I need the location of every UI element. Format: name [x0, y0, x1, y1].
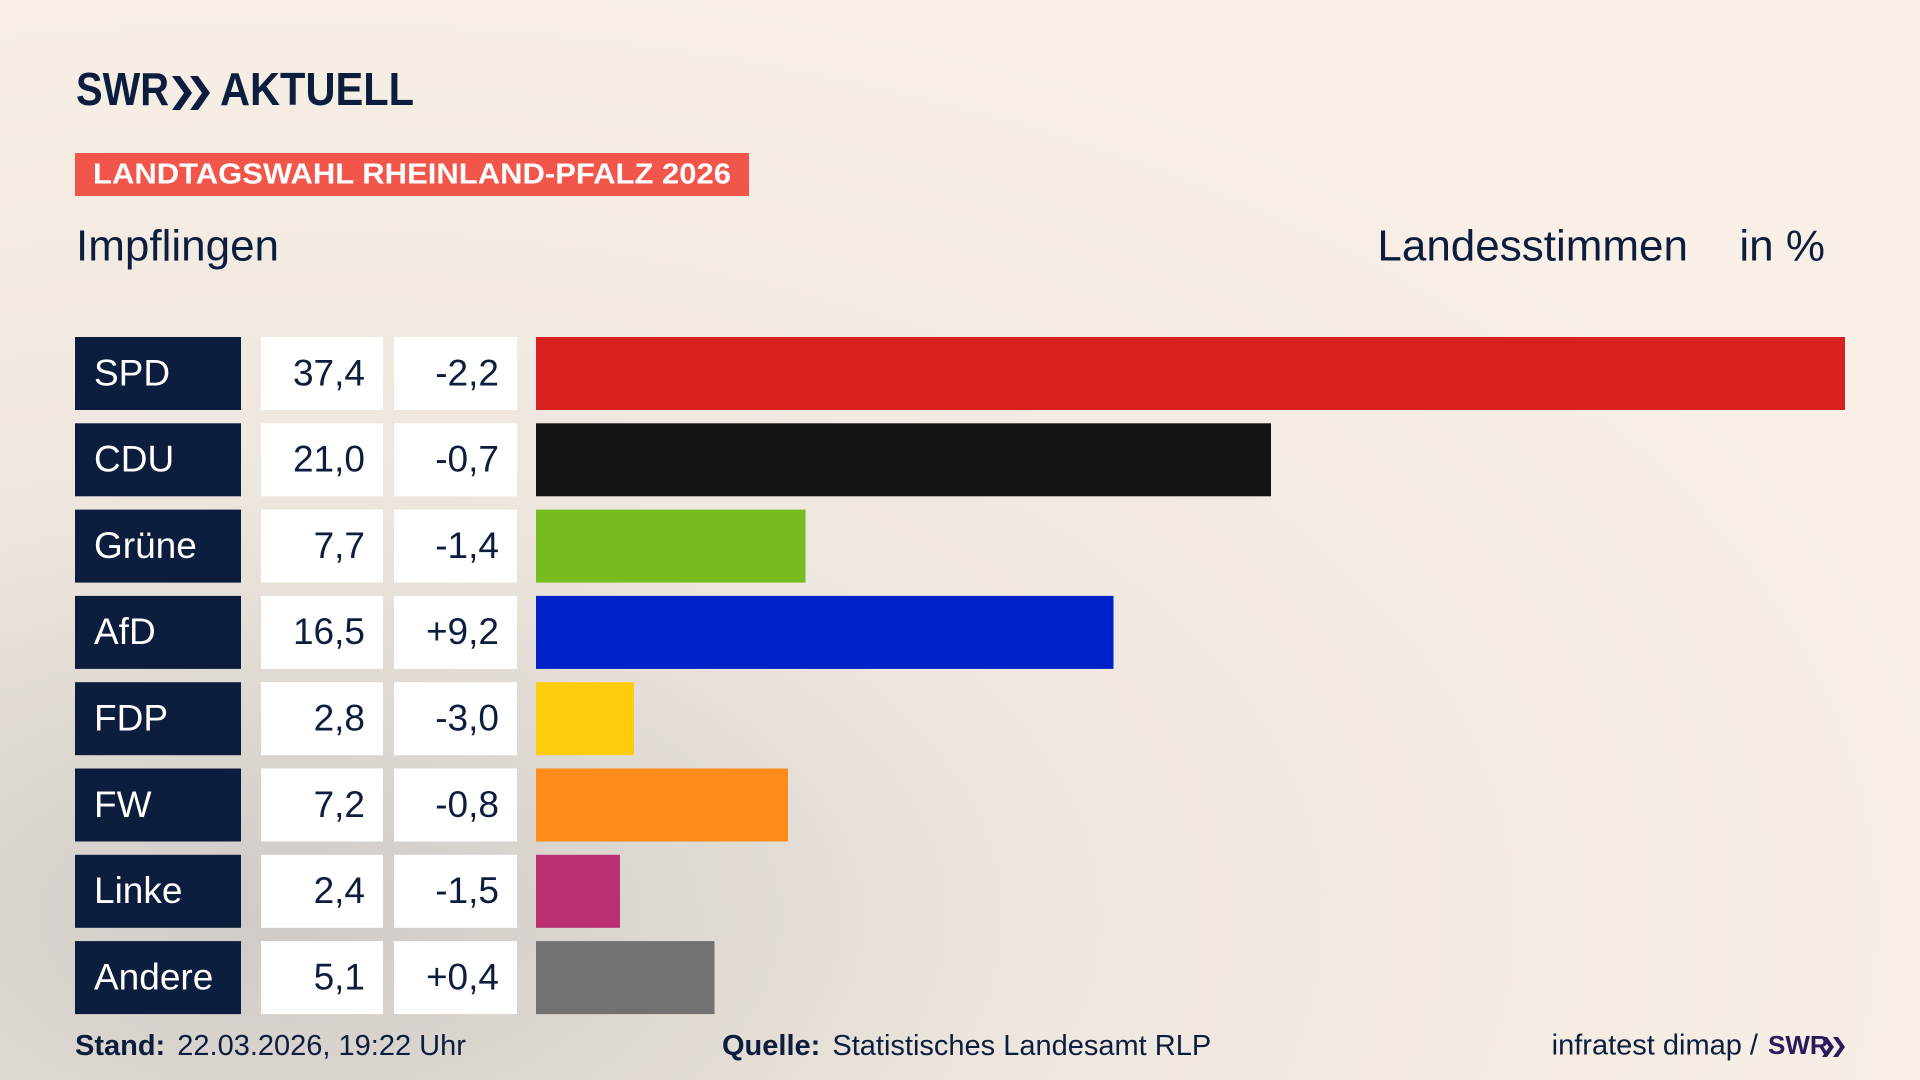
brand: SWR [76, 63, 169, 115]
party-box [75, 337, 241, 410]
party-label: FW [94, 784, 152, 825]
bar [536, 337, 1845, 410]
value-box [261, 768, 383, 842]
brand-sub: AKTUELL [220, 63, 414, 115]
chart-title: Impflingen [76, 222, 279, 271]
party-label: Linke [94, 870, 182, 911]
party-label: Grüne [94, 525, 197, 566]
banner: LANDTAGSWAHL RHEINLAND-PFALZ 2026 [93, 159, 731, 191]
party-label: AfD [94, 611, 156, 652]
bar [536, 682, 634, 756]
rows: SPD 37,4 -2,2 CDU 21,0 -0,7 Grüne 7,7 -1,4 AfD 16,… [75, 337, 1845, 1015]
bar [536, 423, 1271, 497]
party-label: SPD [94, 352, 170, 393]
change-box [394, 854, 517, 928]
bar [536, 854, 620, 928]
footer-source: Quelle: Statistisches Landesamt RLP [722, 1030, 1211, 1062]
change-label: -0,7 [435, 439, 499, 480]
change-box [394, 423, 517, 497]
value-label: 5,1 [314, 956, 365, 997]
stand: 22.03.2026, 19:22 Uhr [177, 1030, 466, 1062]
credit-chevrons [1822, 1037, 1845, 1057]
unit: in % [1739, 222, 1825, 271]
source-label: Quelle: [722, 1030, 820, 1062]
change-box [394, 682, 517, 756]
party-box [75, 854, 241, 928]
brand-chevrons [172, 76, 210, 110]
change-label: -2,2 [435, 352, 499, 393]
value-box [261, 595, 383, 669]
change-box [394, 509, 517, 583]
value-box [261, 941, 383, 1015]
party-label: CDU [94, 439, 174, 480]
bar [536, 509, 806, 583]
change-label: -1,5 [435, 870, 499, 911]
bar [536, 941, 715, 1015]
value-label: 7,2 [314, 784, 365, 825]
change-label: -1,4 [435, 525, 499, 566]
value-box [261, 854, 383, 928]
change-box [394, 337, 517, 410]
value-label: 21,0 [293, 439, 365, 480]
source: Statistisches Landesamt RLP [832, 1030, 1211, 1062]
banner-bg [75, 153, 749, 196]
change-label: +0,4 [426, 956, 499, 997]
value-label: 37,4 [293, 352, 365, 393]
credit-brand: SWR [1768, 1030, 1829, 1060]
subtitle: Landesstimmen [1377, 222, 1688, 271]
bar [536, 768, 788, 842]
party-box [75, 682, 241, 756]
party-label: FDP [94, 697, 168, 738]
party-box [75, 423, 241, 497]
value-label: 2,4 [314, 870, 365, 911]
bar [536, 595, 1114, 669]
value-label: 16,5 [293, 611, 365, 652]
party-box [75, 941, 241, 1015]
party-box [75, 595, 241, 669]
value-label: 7,7 [314, 525, 365, 566]
credit: infratest dimap / [1552, 1030, 1759, 1062]
change-label: -0,8 [435, 784, 499, 825]
value-box [261, 337, 383, 410]
change-box [394, 941, 517, 1015]
change-box [394, 768, 517, 842]
value-box [261, 423, 383, 497]
value-box [261, 682, 383, 756]
change-box [394, 595, 517, 669]
party-box [75, 509, 241, 583]
value-label: 2,8 [314, 697, 365, 738]
change-label: -3,0 [435, 697, 499, 738]
stand-label: Stand: [75, 1030, 165, 1062]
party-box [75, 768, 241, 842]
value-box [261, 509, 383, 583]
change-label: +9,2 [426, 611, 499, 652]
footer-stand: Stand: 22.03.2026, 19:22 Uhr [75, 1030, 466, 1062]
party-label: Andere [94, 956, 213, 997]
